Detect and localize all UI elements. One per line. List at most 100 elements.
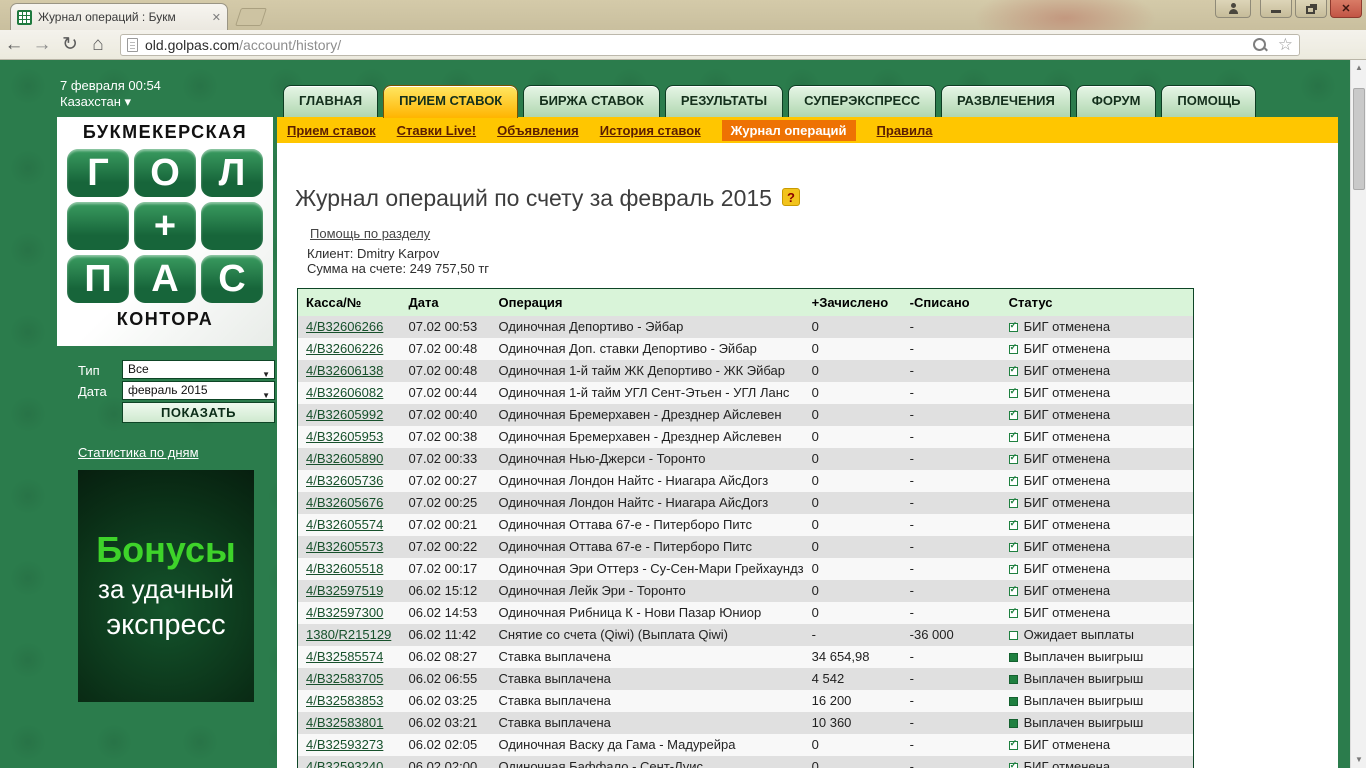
type-select[interactable]: Все ▼ xyxy=(122,360,275,379)
cell-credit: 0 xyxy=(803,381,902,404)
minimize-button[interactable] xyxy=(1260,0,1292,18)
address-bar[interactable]: old.golpas.com/account/history/ ☆ xyxy=(120,34,1300,56)
scroll-up-icon[interactable]: ▲ xyxy=(1355,63,1363,72)
nav-tab[interactable]: ГЛАВНАЯ xyxy=(283,85,379,117)
kassa-link[interactable]: 4/B32605953 xyxy=(306,429,384,444)
kassa-link[interactable]: 4/B32597519 xyxy=(306,583,384,598)
reload-button[interactable]: ↻ xyxy=(62,33,78,55)
kassa-link[interactable]: 4/B32593240 xyxy=(306,758,384,768)
cell-date: 06.02 02:05 xyxy=(400,733,491,756)
nav-tab[interactable]: ФОРУМ xyxy=(1075,85,1157,117)
table-row: 4/B32597519 06.02 15:12 Одиночная Лейк Э… xyxy=(297,579,1194,602)
help-badge[interactable]: ? xyxy=(781,188,800,206)
show-button[interactable]: ПОКАЗАТЬ xyxy=(122,402,275,423)
table-row: 4/B32593240 06.02 02:00 Одиночная Баффал… xyxy=(297,755,1194,768)
bonus-banner[interactable]: Бонусы за удачный экспресс xyxy=(78,470,254,702)
kassa-link[interactable]: 4/B32605890 xyxy=(306,451,384,466)
stats-by-day-link[interactable]: Статистика по дням xyxy=(78,445,199,460)
new-tab-button[interactable] xyxy=(235,8,267,26)
kassa-link[interactable]: 4/B32605574 xyxy=(306,517,384,532)
kassa-link[interactable]: 4/B32583853 xyxy=(306,693,384,708)
nav-tab[interactable]: РАЗВЛЕЧЕНИЯ xyxy=(940,85,1071,117)
close-button[interactable]: ✕ xyxy=(1330,0,1362,18)
cell-date: 07.02 00:22 xyxy=(400,535,491,558)
filter-form: Тип Все ▼ Дата февраль 2015 ▼ ПОКАЗАТЬ xyxy=(78,360,275,423)
subnav-link[interactable]: История ставок xyxy=(599,122,701,138)
banner-line1: Бонусы xyxy=(96,529,236,570)
home-button[interactable]: ⌂ xyxy=(92,33,104,55)
status-text: Ожидает выплаты xyxy=(1023,627,1135,642)
status-icon xyxy=(1008,430,1018,442)
kassa-link[interactable]: 4/B32597300 xyxy=(306,605,384,620)
browser-tab[interactable]: Журнал операций : Букм ✕ xyxy=(10,3,228,30)
status-icon xyxy=(1008,697,1018,706)
kassa-link[interactable]: 4/B32606082 xyxy=(306,385,384,400)
zoom-icon[interactable] xyxy=(1252,37,1268,53)
restore-button[interactable] xyxy=(1295,0,1327,18)
url-path: /account/history/ xyxy=(239,37,342,53)
kassa-link[interactable]: 4/B32593273 xyxy=(306,737,384,752)
status-icon xyxy=(1008,562,1018,574)
kassa-link[interactable]: 4/B32605992 xyxy=(306,407,384,422)
kassa-link[interactable]: 4/B32583801 xyxy=(306,715,384,730)
cell-credit: 0 xyxy=(803,315,902,338)
url-text[interactable]: old.golpas.com/account/history/ xyxy=(145,37,1252,53)
forward-button[interactable]: → xyxy=(32,33,52,55)
table-row: 4/B32593273 06.02 02:05 Одиночная Васку … xyxy=(297,733,1194,756)
kassa-link[interactable]: 4/B32605736 xyxy=(306,473,384,488)
subnav-link[interactable]: Журнал операций xyxy=(721,119,856,141)
page-scrollbar[interactable]: ▲ ▼ xyxy=(1350,60,1366,768)
nav-tab[interactable]: РЕЗУЛЬТАТЫ xyxy=(664,85,784,117)
subnav-link[interactable]: Прием ставок xyxy=(287,122,376,138)
nav-tab[interactable]: БИРЖА СТАВОК xyxy=(523,85,660,117)
status-icon xyxy=(1008,452,1018,464)
kassa-link[interactable]: 4/B32605518 xyxy=(306,561,384,576)
kassa-link[interactable]: 4/B32605676 xyxy=(306,495,384,510)
cell-debit: - xyxy=(901,755,1001,768)
scrollbar-thumb[interactable] xyxy=(1353,88,1365,190)
logo-tile xyxy=(67,202,129,250)
status-icon xyxy=(1008,408,1018,420)
subnav-link[interactable]: Правила xyxy=(876,122,933,138)
cell-date: 06.02 03:21 xyxy=(400,711,491,734)
cell-debit: - xyxy=(901,667,1001,690)
tab-close-icon[interactable]: ✕ xyxy=(211,11,221,24)
cell-operation: Одиночная Лейк Эри - Торонто xyxy=(490,579,804,602)
site-logo[interactable]: БУКМЕКЕРСКАЯ Г О Л + П А С КОНТОРА xyxy=(57,117,273,346)
nav-tab-label: ПОМОЩЬ xyxy=(1177,93,1241,108)
cell-date: 06.02 02:00 xyxy=(400,755,491,768)
section-help-link[interactable]: Помощь по разделу xyxy=(310,226,431,241)
cell-credit: 0 xyxy=(803,469,902,492)
subnav-link[interactable]: Объявления xyxy=(497,122,579,138)
nav-tab[interactable]: СУПЕРЭКСПРЕСС xyxy=(788,85,936,117)
type-label: Тип xyxy=(78,363,100,378)
back-button[interactable]: ← xyxy=(4,33,24,55)
nav-tab[interactable]: ПРИЕМ СТАВОК xyxy=(383,85,519,118)
cell-operation: Ставка выплачена xyxy=(490,689,804,712)
kassa-link[interactable]: 4/B32606226 xyxy=(306,341,384,356)
cell-credit: 0 xyxy=(803,491,902,514)
nav-tab[interactable]: ПОМОЩЬ xyxy=(1161,85,1257,117)
kassa-link[interactable]: 4/B32605573 xyxy=(306,539,384,554)
kassa-link[interactable]: 4/B32606138 xyxy=(306,363,384,378)
cell-debit: - xyxy=(901,557,1001,580)
bookmark-star-icon[interactable]: ☆ xyxy=(1277,35,1293,54)
nav-tab-label: ГЛАВНАЯ xyxy=(299,93,363,108)
country-selector[interactable]: Казахстан ▾ xyxy=(60,94,132,109)
scroll-down-icon[interactable]: ▼ xyxy=(1355,755,1363,764)
status-text: БИГ отменена xyxy=(1023,385,1111,400)
table-row: 4/B32605676 07.02 00:25 Одиночная Лондон… xyxy=(297,491,1194,514)
cell-operation: Одиночная 1-й тайм ЖК Депортиво - ЖК Эйб… xyxy=(490,359,804,382)
kassa-link[interactable]: 4/B32585574 xyxy=(306,649,384,664)
cell-credit: 0 xyxy=(803,359,902,382)
status-text: БИГ отменена xyxy=(1023,495,1111,510)
status-text: Выплачен выигрыш xyxy=(1023,693,1144,708)
kassa-link[interactable]: 1380/R215129 xyxy=(306,627,392,642)
cell-operation: Одиночная Бремерхавен - Дрезднер Айслеве… xyxy=(490,403,804,426)
date-select[interactable]: февраль 2015 ▼ xyxy=(122,381,275,400)
cell-credit: - xyxy=(803,623,902,646)
kassa-link[interactable]: 4/B32583705 xyxy=(306,671,384,686)
profile-button[interactable] xyxy=(1215,0,1251,18)
subnav-link[interactable]: Ставки Live! xyxy=(396,122,477,138)
kassa-link[interactable]: 4/B32606266 xyxy=(306,319,384,334)
